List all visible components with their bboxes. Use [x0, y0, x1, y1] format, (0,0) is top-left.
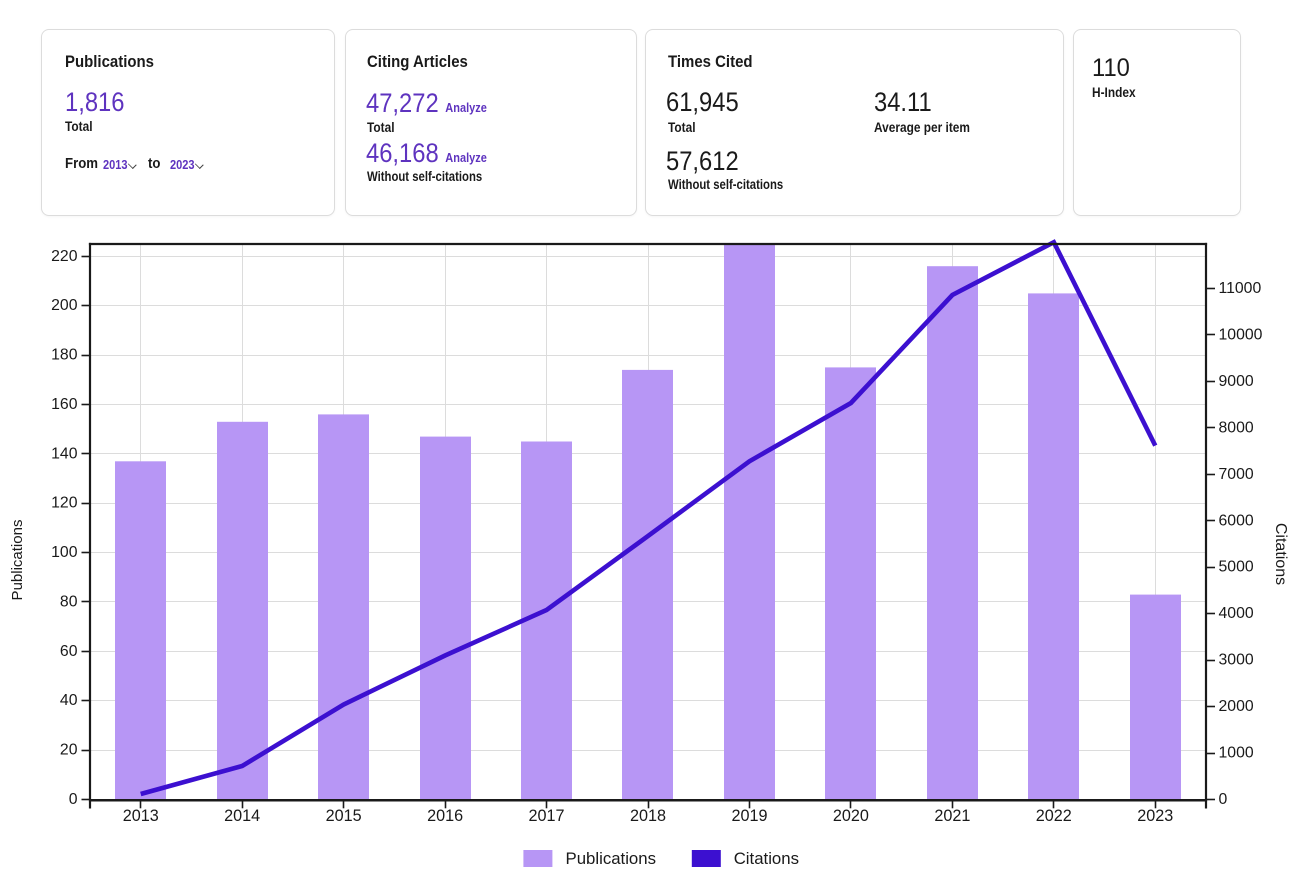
svg-text:180: 180 — [51, 347, 78, 364]
svg-text:2016: 2016 — [427, 807, 463, 825]
svg-text:2000: 2000 — [1219, 698, 1254, 715]
svg-text:2022: 2022 — [1036, 807, 1072, 825]
svg-text:2019: 2019 — [731, 807, 767, 825]
svg-text:20: 20 — [60, 742, 78, 759]
svg-text:140: 140 — [51, 445, 78, 462]
svg-text:2021: 2021 — [934, 807, 970, 825]
svg-text:Citations: Citations — [1272, 523, 1289, 585]
svg-text:6000: 6000 — [1219, 512, 1254, 529]
svg-text:200: 200 — [51, 297, 78, 314]
svg-text:Publications: Publications — [566, 849, 657, 868]
svg-text:Publications: Publications — [9, 520, 26, 601]
svg-text:2014: 2014 — [224, 807, 260, 825]
svg-text:2017: 2017 — [529, 807, 565, 825]
svg-text:4000: 4000 — [1219, 605, 1254, 622]
svg-text:10000: 10000 — [1219, 326, 1263, 343]
svg-text:2023: 2023 — [1137, 807, 1173, 825]
svg-text:0: 0 — [69, 791, 78, 808]
svg-text:3000: 3000 — [1219, 652, 1254, 669]
svg-text:2013: 2013 — [123, 807, 159, 825]
svg-text:0: 0 — [1219, 791, 1228, 808]
svg-text:Citations: Citations — [734, 849, 799, 868]
svg-text:100: 100 — [51, 544, 78, 561]
svg-text:11000: 11000 — [1219, 280, 1262, 297]
svg-text:5000: 5000 — [1219, 559, 1254, 576]
svg-text:9000: 9000 — [1219, 373, 1254, 390]
svg-text:220: 220 — [51, 248, 78, 265]
svg-text:2018: 2018 — [630, 807, 666, 825]
svg-text:80: 80 — [60, 593, 78, 610]
svg-text:7000: 7000 — [1219, 466, 1254, 483]
svg-text:2020: 2020 — [833, 807, 869, 825]
svg-text:120: 120 — [51, 495, 78, 512]
svg-text:160: 160 — [51, 396, 78, 413]
svg-text:60: 60 — [60, 643, 78, 660]
svg-text:8000: 8000 — [1219, 419, 1254, 436]
svg-text:2015: 2015 — [326, 807, 362, 825]
svg-text:40: 40 — [60, 692, 78, 709]
svg-text:1000: 1000 — [1219, 745, 1254, 762]
